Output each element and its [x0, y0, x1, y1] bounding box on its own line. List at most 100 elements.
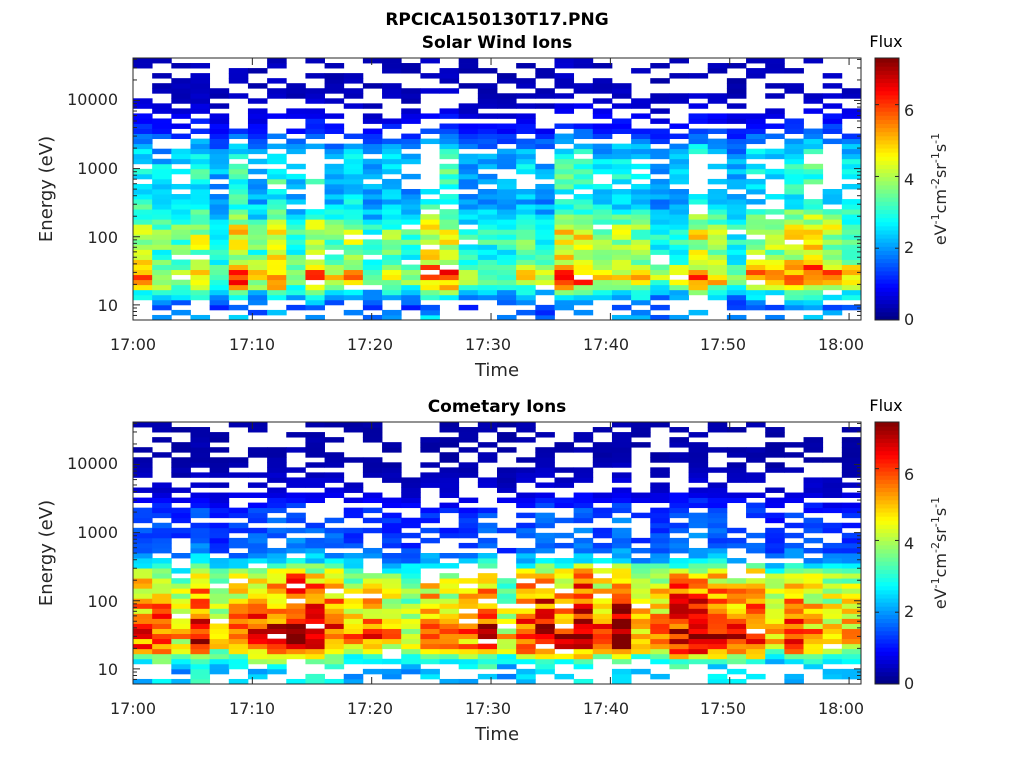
heatmap-cell	[190, 502, 211, 509]
heatmap-cell	[133, 422, 153, 428]
heatmap-cell	[305, 108, 325, 114]
heatmap-cell	[746, 209, 766, 215]
heatmap-cell	[420, 284, 440, 291]
heatmap-cell	[133, 269, 153, 276]
heatmap-cell	[420, 608, 440, 614]
heatmap-cell	[247, 183, 268, 190]
heatmap-cell	[228, 249, 249, 255]
heatmap-cell	[726, 264, 747, 271]
heatmap-cell	[477, 103, 498, 109]
heatmap-cell	[228, 457, 249, 463]
heatmap-cell	[382, 517, 402, 524]
heatmap-cell	[497, 658, 517, 665]
heatmap-cell	[305, 578, 325, 584]
heatmap-cell	[477, 623, 498, 629]
heatmap-cell	[497, 422, 517, 428]
heatmap-cell	[171, 517, 191, 524]
heatmap-cell	[707, 563, 728, 569]
heatmap-cell	[458, 512, 479, 519]
heatmap-cell	[420, 254, 440, 260]
heatmap-cell	[458, 178, 479, 185]
heatmap-cell	[152, 239, 172, 245]
heatmap-cell	[497, 244, 517, 250]
heatmap-cell	[765, 467, 785, 473]
heatmap-cell	[324, 678, 345, 685]
colorbar-swatch	[875, 115, 899, 120]
heatmap-cell	[190, 472, 211, 478]
heatmap-cell	[152, 209, 172, 215]
heatmap-cell	[726, 462, 747, 468]
heatmap-cell	[190, 613, 211, 619]
colorbar-swatch	[875, 90, 899, 96]
heatmap-cell	[247, 143, 268, 150]
heatmap-cell	[267, 224, 287, 230]
heatmap-cell	[401, 219, 421, 225]
heatmap-cell	[401, 497, 421, 504]
heatmap-cell	[822, 623, 843, 629]
heatmap-cell	[554, 103, 575, 109]
heatmap-cell	[803, 482, 824, 488]
heatmap-cell	[209, 264, 230, 271]
colorbar-swatch	[875, 143, 899, 149]
heatmap-cell	[228, 209, 249, 215]
heatmap-cell	[516, 224, 536, 230]
heatmap-cell	[439, 442, 460, 448]
heatmap-cell	[439, 194, 460, 200]
heatmap-cell	[726, 668, 747, 675]
heatmap-cell	[401, 239, 421, 245]
heatmap-cell	[554, 598, 575, 604]
heatmap-cell	[784, 628, 804, 635]
heatmap-cell	[650, 249, 670, 255]
heatmap-cell	[822, 633, 843, 640]
heatmap-cell	[726, 583, 747, 589]
heatmap-cell	[190, 108, 211, 114]
heatmap-cell	[592, 209, 613, 215]
heatmap-cell	[573, 618, 594, 624]
heatmap-cell	[535, 618, 555, 624]
heatmap-cell	[688, 598, 709, 604]
heatmap-cell	[803, 294, 824, 301]
heatmap-cell	[765, 527, 785, 534]
heatmap-cell	[669, 653, 689, 660]
heatmap-cell	[477, 158, 498, 165]
heatmap-cell	[611, 269, 632, 276]
heatmap-cell	[611, 239, 632, 245]
heatmap-cell	[573, 477, 594, 483]
heatmap-cell	[152, 638, 172, 645]
heatmap-cell	[152, 314, 172, 321]
heatmap-cell	[267, 284, 287, 291]
heatmap-cell	[497, 133, 517, 140]
heatmap-cell	[420, 613, 440, 619]
heatmap-cell	[382, 643, 402, 650]
heatmap-cell	[822, 558, 843, 564]
heatmap-cell	[362, 623, 383, 629]
heatmap-cell	[650, 522, 670, 529]
heatmap-cell	[746, 588, 766, 594]
heatmap-cell	[439, 422, 460, 428]
heatmap-cell	[171, 153, 191, 160]
heatmap-cell	[286, 643, 306, 650]
heatmap-cell	[573, 658, 594, 665]
heatmap-cell	[669, 643, 689, 650]
heatmap-cell	[669, 269, 689, 276]
heatmap-cell	[401, 658, 421, 665]
heatmap-cell	[535, 88, 555, 94]
heatmap-cell	[726, 289, 747, 296]
heatmap-cell	[228, 274, 249, 281]
heatmap-cell	[497, 269, 517, 276]
heatmap-cell	[133, 527, 153, 534]
heatmap-cell	[554, 108, 575, 114]
heatmap-cell	[746, 472, 766, 478]
heatmap-cell	[746, 638, 766, 645]
heatmap-cell	[439, 244, 460, 250]
heatmap-cell	[458, 284, 479, 291]
heatmap-cell	[592, 497, 613, 504]
heatmap-cell	[171, 98, 191, 104]
heatmap-cell	[133, 58, 153, 64]
heatmap-cell	[841, 274, 862, 281]
heatmap-cell	[841, 673, 862, 680]
heatmap-cell	[631, 568, 651, 574]
heatmap-cell	[841, 643, 862, 650]
heatmap-cell	[746, 633, 766, 640]
heatmap-cell	[133, 648, 153, 655]
